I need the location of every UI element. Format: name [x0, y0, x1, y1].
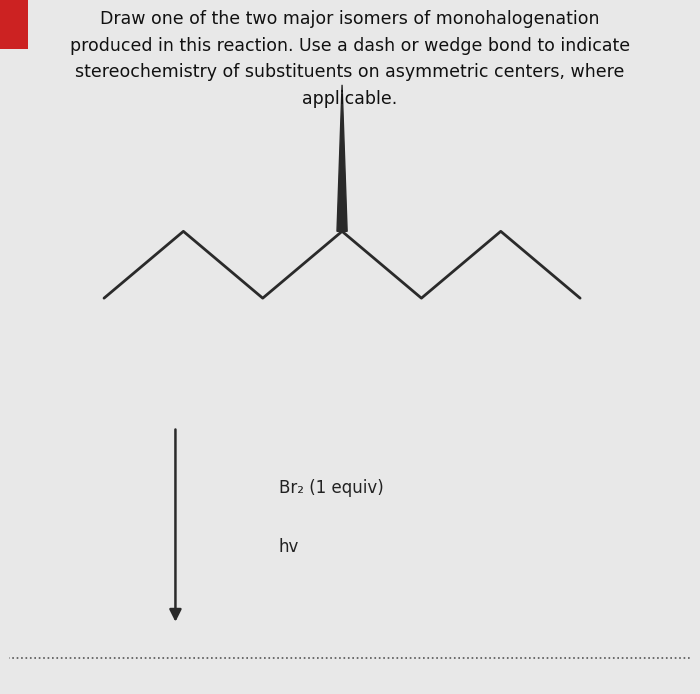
Text: Br₂ (1 equiv): Br₂ (1 equiv) [279, 480, 384, 498]
Polygon shape [337, 85, 347, 231]
Text: Draw one of the two major isomers of monohalogenation
produced in this reaction.: Draw one of the two major isomers of mon… [70, 10, 630, 108]
Text: hv: hv [279, 539, 299, 557]
